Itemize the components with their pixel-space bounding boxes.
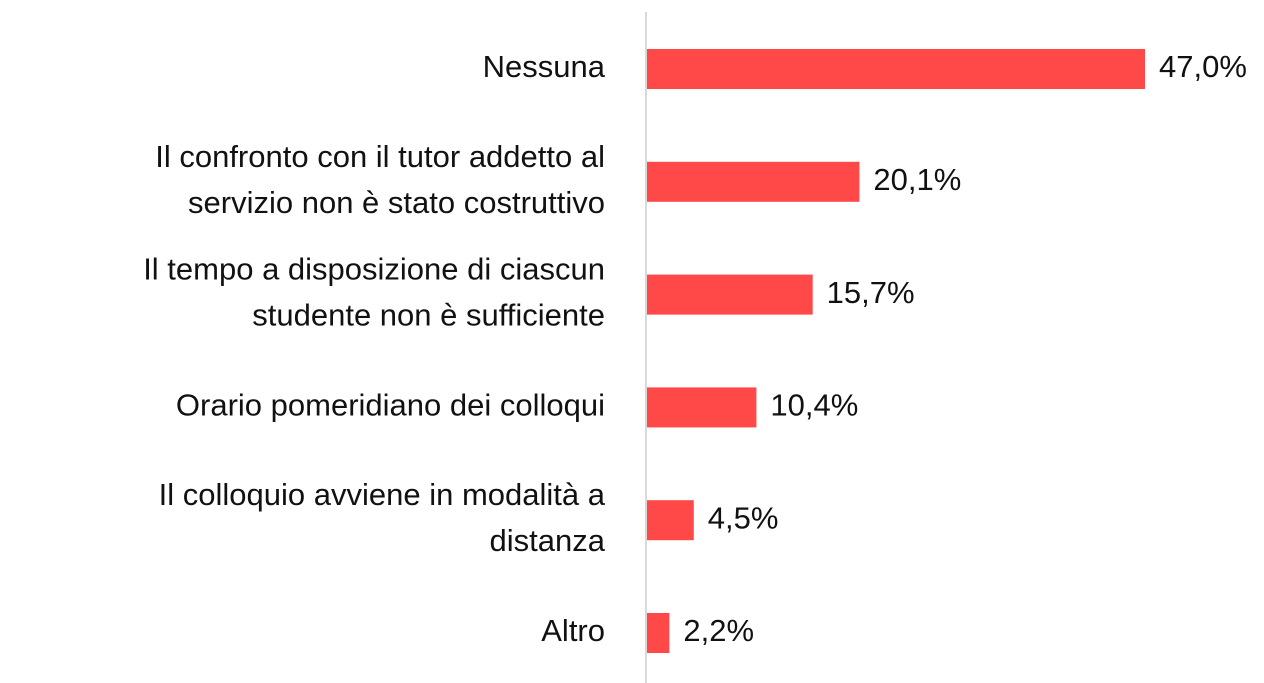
category-label: Il tempo a disposizione di ciascun studen… (143, 252, 605, 333)
bar (647, 613, 670, 653)
value-label: 4,5% (708, 500, 779, 535)
category-line: Nessuna (483, 49, 606, 84)
bar (647, 161, 860, 202)
category-label: Il confronto con il tutor addetto al serv… (155, 139, 605, 220)
category-line: Orario pomeridiano dei colloqui (176, 388, 605, 423)
value-label: 2,2% (683, 613, 754, 648)
value-label: 15,7% (827, 275, 915, 310)
bar (647, 49, 1145, 89)
category-label: Altro (541, 613, 605, 648)
category-label: Nessuna (483, 49, 606, 84)
category-line: distanza (490, 523, 606, 558)
bar (647, 500, 694, 541)
category-line: servizio non è stato costruttivo (188, 185, 605, 220)
category-line: studente non è sufficiente (252, 298, 605, 333)
category-line: Altro (541, 613, 605, 648)
category-label: Orario pomeridiano dei colloqui (176, 388, 605, 423)
category-line: Il tempo a disposizione di ciascun (143, 252, 605, 287)
bar (647, 274, 813, 315)
category-label: Il colloquio avviene in modalità a distan… (159, 477, 606, 558)
value-label: 20,1% (873, 162, 961, 197)
value-label: 47,0% (1159, 49, 1247, 84)
value-label: 10,4% (770, 388, 858, 423)
bar (647, 387, 757, 428)
category-line: Il colloquio avviene in modalità a (159, 477, 606, 512)
category-line: Il confronto con il tutor addetto al (155, 139, 605, 174)
